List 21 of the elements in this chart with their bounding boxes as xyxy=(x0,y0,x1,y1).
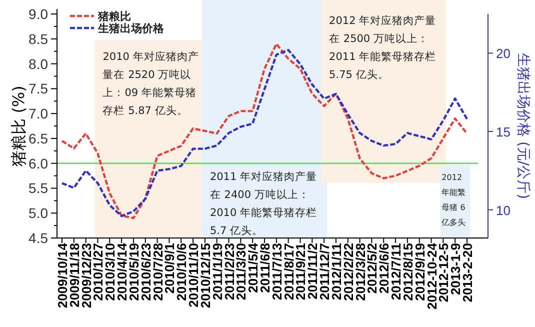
legend-label: 猪粮比 xyxy=(97,10,131,23)
y-tick-label: 5.0 xyxy=(28,205,48,222)
band-label: 2010 年对应猪肉产量在 2520 万吨以上：09 年能繁母猪存栏 5.87 亿头。 xyxy=(102,50,199,117)
y-axis-title: 猪粮比 (%) xyxy=(9,86,28,166)
band-label: 2011 年对应猪肉产量在 2400 万吨以上：2010 年能繁母猪存栏 5.7 亿头。 xyxy=(210,170,318,237)
y2-tick-label: 10 xyxy=(496,202,510,218)
y-tick-label: 5.5 xyxy=(28,180,48,196)
y2-axis-title: 生猪出场价格 (元/公斤) xyxy=(515,52,531,200)
y-tick-label: 7.0 xyxy=(28,106,48,122)
y-tick-label: 6.0 xyxy=(28,155,48,172)
legend-label: 生猪出场价格 xyxy=(97,22,165,35)
y-tick-label: 4.5 xyxy=(28,230,48,246)
y-tick-label: 9.0 xyxy=(28,6,48,22)
y-tick-label: 8.0 xyxy=(28,56,48,72)
band-label: 2012 年能繁母猪 6 亿多头 xyxy=(440,173,466,227)
y2-tick-label: 20 xyxy=(496,46,510,62)
band-label: 2012 年对应猪肉产量在 2500 万吨以上：2011 年能繁母猪存栏 5.75 亿头。 xyxy=(329,14,436,81)
y-tick-label: 6.5 xyxy=(28,130,48,146)
y-tick-label: 8.5 xyxy=(28,30,48,47)
y2-tick-label: 15 xyxy=(496,124,510,140)
y-tick-label: 7.5 xyxy=(28,80,48,97)
